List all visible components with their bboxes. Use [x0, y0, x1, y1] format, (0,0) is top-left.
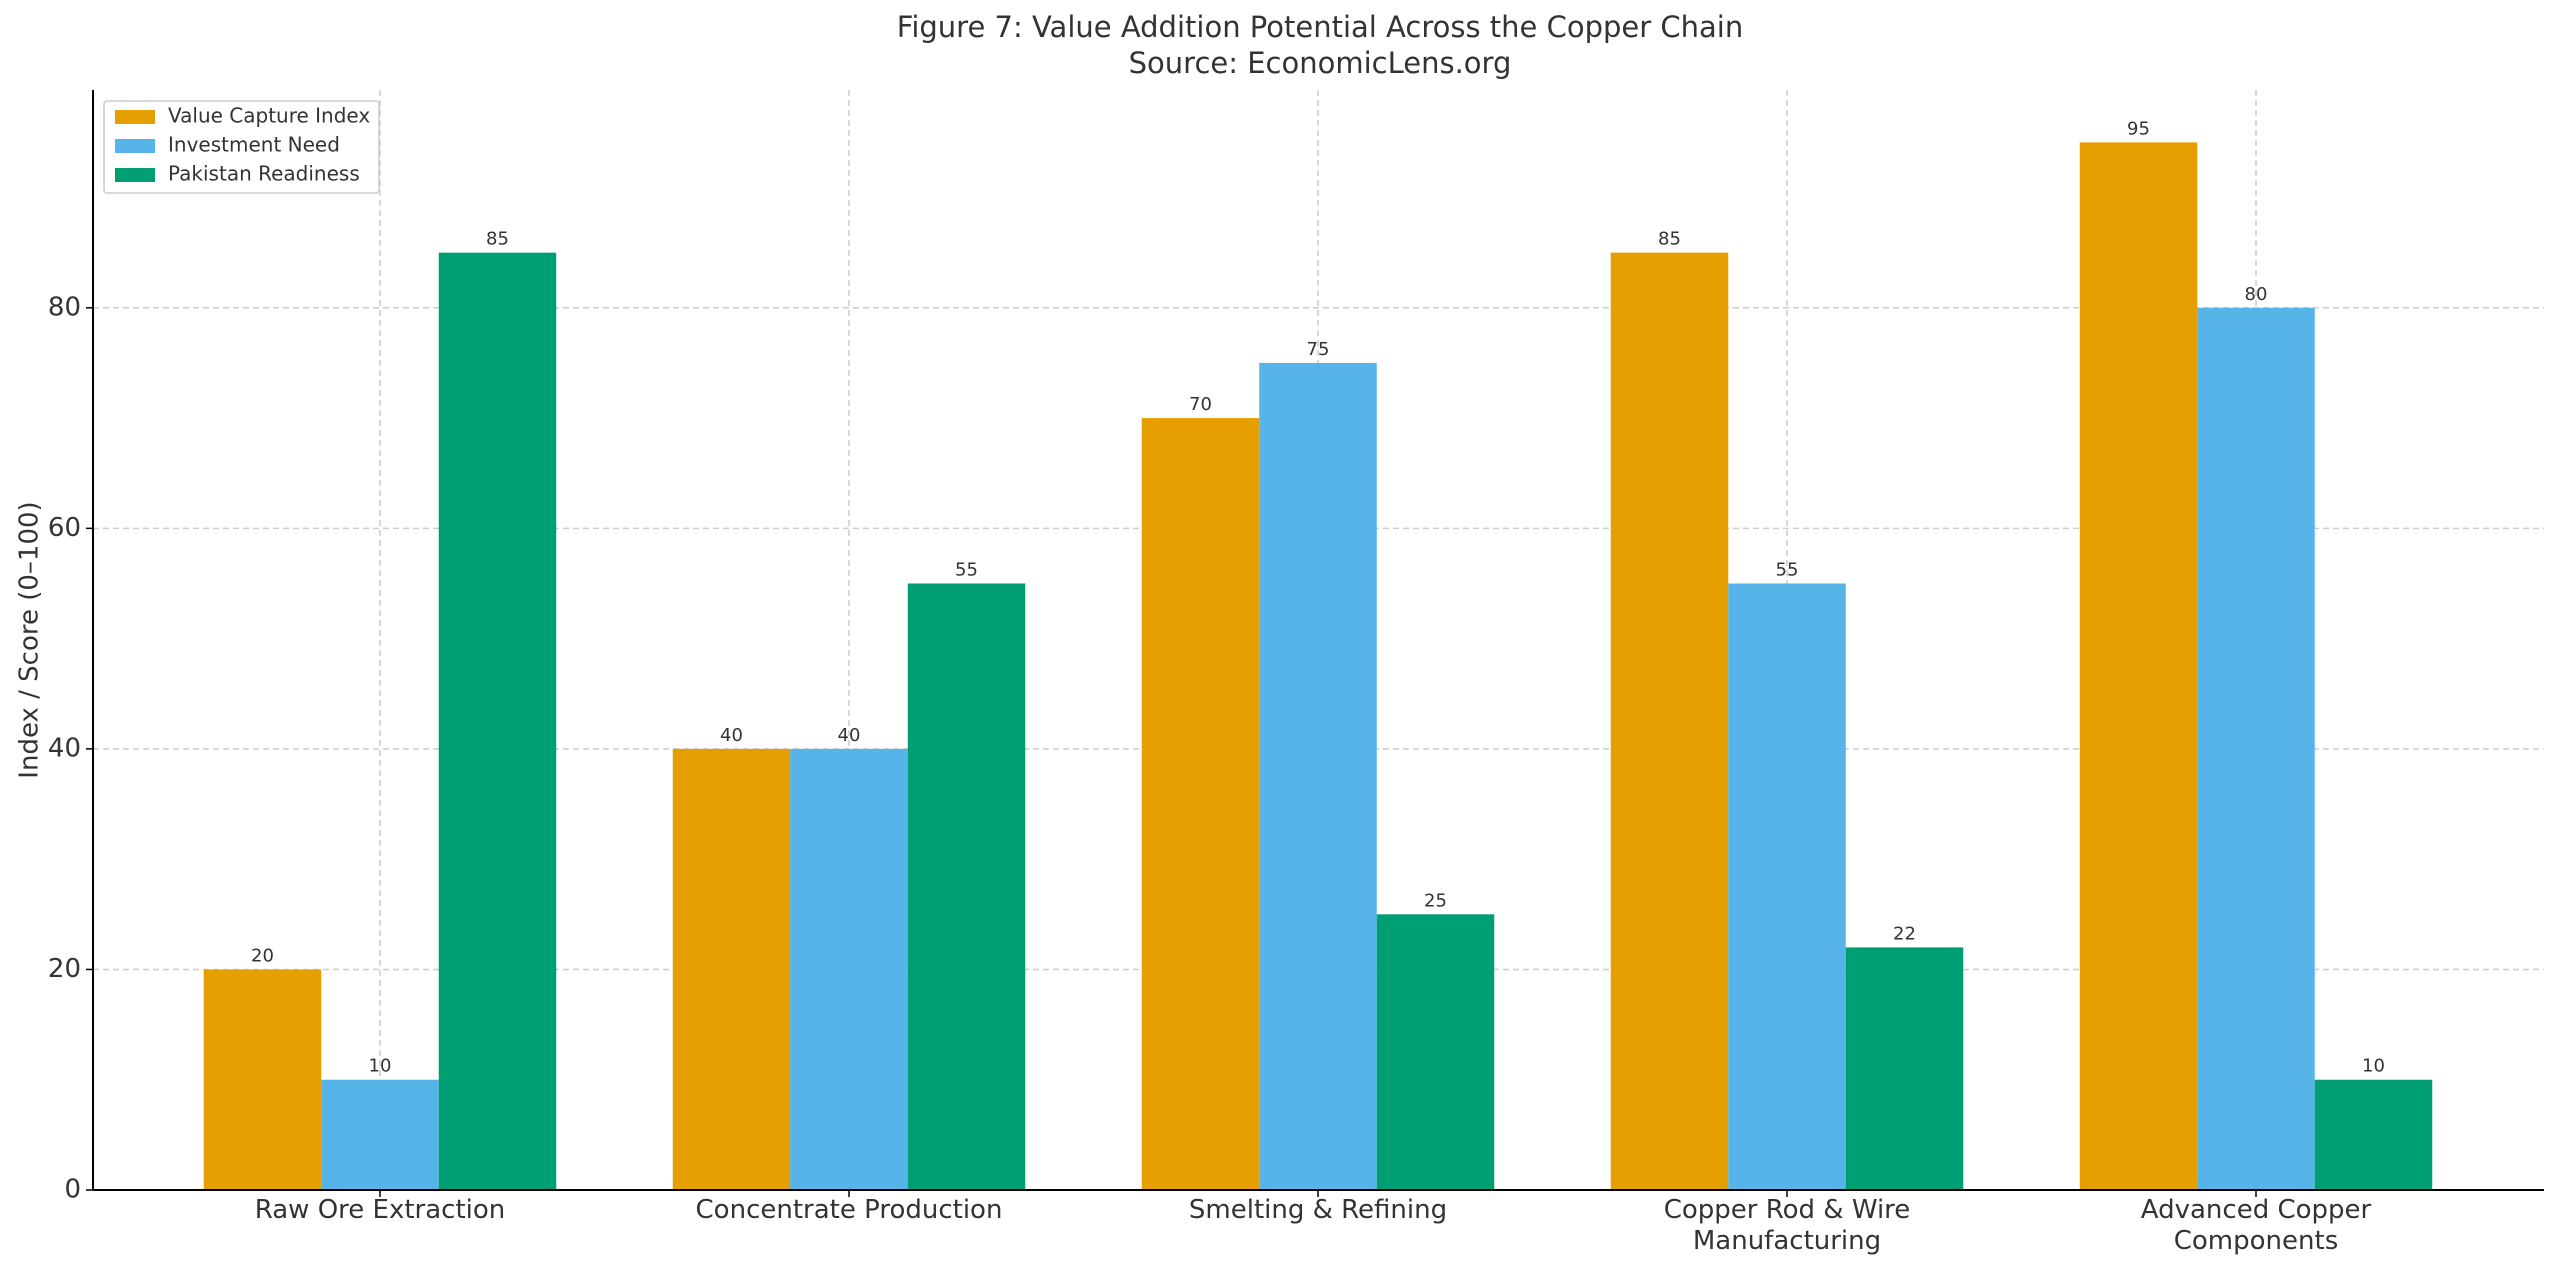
- y-axis-label: Index / Score (0–100): [15, 501, 45, 778]
- x-tick-label: Concentrate Production: [696, 1195, 1003, 1225]
- chart-title: Figure 7: Value Addition Potential Acros…: [897, 10, 1743, 80]
- value-label: 85: [486, 229, 509, 250]
- bar: [1610, 252, 1729, 1191]
- y-tick-label: 60: [48, 513, 81, 543]
- bar: [1376, 914, 1495, 1190]
- bar: [907, 583, 1026, 1190]
- value-label: 55: [1776, 559, 1799, 580]
- legend-swatch: [115, 168, 155, 182]
- value-label: 25: [1424, 890, 1447, 911]
- bar: [1728, 583, 1846, 1190]
- bar: [321, 1079, 439, 1190]
- value-label: 10: [2362, 1056, 2385, 1077]
- value-label: 10: [369, 1056, 392, 1077]
- value-label: 40: [720, 725, 743, 746]
- value-label: 20: [251, 945, 274, 966]
- bar: [1259, 362, 1377, 1190]
- bar: [2314, 1079, 2433, 1190]
- value-label: 95: [2127, 118, 2150, 139]
- value-label: 80: [2245, 284, 2268, 305]
- legend-swatch: [115, 110, 155, 124]
- y-tick-label: 80: [48, 292, 81, 322]
- legend-label: Pakistan Readiness: [168, 162, 360, 186]
- bar: [672, 748, 791, 1190]
- bar: [2079, 142, 2198, 1190]
- legend-label: Value Capture Index: [168, 104, 370, 128]
- bar: [1845, 947, 1964, 1190]
- bar: [203, 969, 322, 1190]
- legend-swatch: [115, 139, 155, 153]
- x-tick-label: Advanced Copper Components: [2141, 1195, 2372, 1256]
- value-label: 55: [955, 559, 978, 580]
- x-tick-label: Raw Ore Extraction: [255, 1195, 506, 1225]
- value-label: 22: [1893, 923, 1916, 944]
- bar: [438, 252, 557, 1191]
- legend-box: [103, 100, 380, 194]
- x-tick-label: Smelting & Refining: [1189, 1195, 1447, 1225]
- value-label: 70: [1189, 394, 1212, 415]
- y-tick-label: 40: [48, 733, 81, 763]
- value-label: 75: [1307, 339, 1330, 360]
- y-tick-label: 0: [64, 1175, 81, 1205]
- bar: [1141, 418, 1260, 1190]
- bar: [790, 748, 908, 1190]
- value-label: 40: [838, 725, 861, 746]
- bar: [2197, 307, 2315, 1190]
- x-tick-label: Copper Rod & Wire Manufacturing: [1664, 1195, 1911, 1256]
- legend-label: Investment Need: [168, 133, 340, 157]
- value-label: 85: [1658, 229, 1681, 250]
- y-tick-label: 20: [48, 954, 81, 984]
